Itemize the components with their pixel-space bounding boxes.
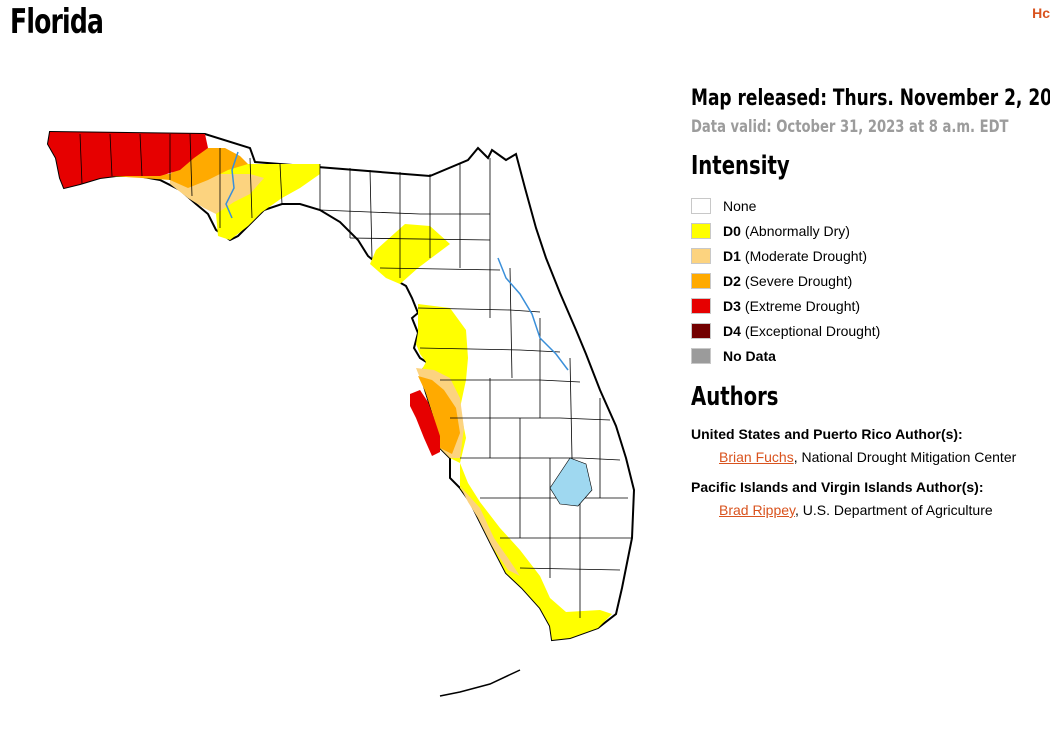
d2-area-tampa bbox=[418, 376, 460, 454]
author-org: , U.S. Department of Agriculture bbox=[795, 502, 993, 518]
legend-swatch-none bbox=[691, 197, 711, 214]
legend-code-d4: D4 bbox=[723, 322, 741, 339]
legend-swatch-no-data bbox=[691, 347, 711, 364]
county-lines bbox=[79, 133, 632, 618]
author-group-label: United States and Puerto Rico Author(s): bbox=[691, 426, 963, 442]
author-line: Brian Fuchs, National Drought Mitigation… bbox=[719, 449, 1046, 465]
d0-area-southwest bbox=[460, 463, 612, 640]
legend-swatch-d3 bbox=[691, 297, 711, 314]
florida-keys bbox=[439, 669, 521, 697]
author-name-link[interactable]: Brad Rippey bbox=[719, 502, 796, 518]
legend-item-d2: D2 (Severe Drought) bbox=[691, 268, 1046, 293]
legend-code-d3: D3 bbox=[723, 297, 741, 314]
legend-label-d2: (Severe Drought) bbox=[744, 272, 853, 289]
legend-code-d1: D1 bbox=[723, 247, 741, 264]
intensity-legend: None D0 (Abnormally Dry) D1 (Moderate Dr… bbox=[691, 193, 1046, 368]
legend-label-no-data: No Data bbox=[723, 347, 776, 364]
legend-swatch-d2 bbox=[691, 272, 711, 289]
authors-heading: Authors bbox=[691, 382, 779, 412]
legend-label-d1: (Moderate Drought) bbox=[744, 247, 868, 264]
legend-swatch-d1 bbox=[691, 247, 711, 264]
d1-area-southwest bbox=[460, 486, 520, 576]
legend-label-d4: (Exceptional Drought) bbox=[744, 322, 881, 339]
legend-item-d1: D1 (Moderate Drought) bbox=[691, 243, 1046, 268]
legend-swatch-d0 bbox=[691, 222, 711, 239]
d3-area-tampa bbox=[410, 390, 440, 456]
legend-label-d3: (Extreme Drought) bbox=[744, 297, 861, 314]
legend-label-d0: (Abnormally Dry) bbox=[744, 222, 850, 239]
author-group-label: Pacific Islands and Virgin Islands Autho… bbox=[691, 479, 984, 495]
home-link[interactable]: Hc bbox=[1032, 5, 1050, 21]
map-info-panel: Map released: Thurs. November 2, 2023 Da… bbox=[691, 86, 1050, 518]
legend-code-d2: D2 bbox=[723, 272, 741, 289]
data-valid-date: Data valid: October 31, 2023 at 8 a.m. E… bbox=[691, 117, 1009, 137]
map-released-date: Map released: Thurs. November 2, 2023 bbox=[691, 86, 1050, 111]
st-johns-river bbox=[497, 257, 569, 371]
page-title: Florida bbox=[10, 2, 104, 42]
d3-area-panhandle bbox=[48, 132, 208, 188]
apalachicola-river bbox=[225, 151, 239, 219]
legend-item-d4: D4 (Exceptional Drought) bbox=[691, 318, 1046, 343]
legend-item-none: None bbox=[691, 193, 1046, 218]
intensity-heading: Intensity bbox=[691, 151, 790, 181]
author-group-us-pr: United States and Puerto Rico Author(s):… bbox=[691, 426, 1046, 465]
lake-okeechobee bbox=[549, 457, 593, 507]
legend-label-none: None bbox=[723, 197, 757, 214]
florida-map-svg bbox=[46, 130, 636, 697]
florida-outline bbox=[46, 130, 636, 642]
author-name-link[interactable]: Brian Fuchs bbox=[719, 449, 794, 465]
legend-item-d0: D0 (Abnormally Dry) bbox=[691, 218, 1046, 243]
legend-code-d0: D0 bbox=[723, 222, 741, 239]
legend-item-no-data: No Data bbox=[691, 343, 1046, 368]
author-line: Brad Rippey, U.S. Department of Agricult… bbox=[719, 502, 1046, 518]
legend-swatch-d4 bbox=[691, 322, 711, 339]
author-org: , National Drought Mitigation Center bbox=[793, 449, 1017, 465]
author-group-pi-vi: Pacific Islands and Virgin Islands Autho… bbox=[691, 479, 1046, 518]
drought-map[interactable] bbox=[20, 118, 640, 708]
legend-item-d3: D3 (Extreme Drought) bbox=[691, 293, 1046, 318]
